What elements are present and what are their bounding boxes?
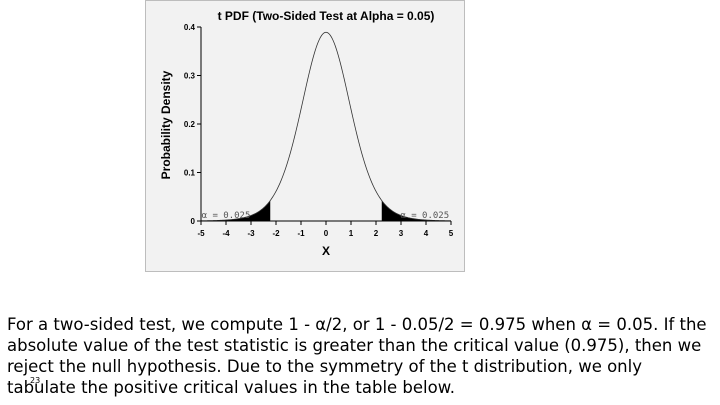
x-tick-label: 4: [424, 229, 429, 238]
caption-text: For a two-sided test, we compute 1 - α/2…: [7, 315, 707, 397]
x-tick-label: -4: [222, 229, 230, 238]
pdf-curve: [200, 31, 452, 222]
y-tick-label: 0.1: [184, 169, 196, 178]
y-axis-label: Probability Density: [159, 70, 173, 179]
x-tick-label: -2: [272, 229, 280, 238]
chart-title: t PDF (Two-Sided Test at Alpha = 0.05): [218, 9, 435, 23]
x-tick-label: 2: [374, 229, 379, 238]
page-number: 23: [30, 376, 41, 385]
y-tick-label: 0.4: [184, 23, 196, 32]
y-tick-label: 0.3: [184, 72, 196, 81]
x-tick-label: -3: [247, 229, 255, 238]
x-tick-label: 5: [449, 229, 454, 238]
x-tick-label: 3: [399, 229, 404, 238]
t-pdf-chart: t PDF (Two-Sided Test at Alpha = 0.05) P…: [159, 9, 454, 258]
x-tick-label: 1: [349, 229, 354, 238]
alpha-annotation-right: α = 0.025: [400, 211, 449, 221]
x-axis-label: X: [322, 244, 330, 258]
y-tick-label: 0: [191, 217, 196, 226]
shaded-tail-right: [381, 200, 451, 221]
x-tick-label: -1: [297, 229, 305, 238]
x-tick-label: -5: [197, 229, 205, 238]
shaded-tail-left: [201, 200, 271, 221]
y-tick-label: 0.2: [184, 120, 196, 129]
alpha-annotation-left: α = 0.025: [202, 211, 251, 221]
chart-figure: t PDF (Two-Sided Test at Alpha = 0.05) P…: [145, 0, 465, 272]
x-tick-label: 0: [324, 229, 329, 238]
plot-area: 00.10.20.30.4-5 -4 -3 -2 -1 0 1 2 3 4 5α = 0.025 α …: [184, 23, 454, 238]
